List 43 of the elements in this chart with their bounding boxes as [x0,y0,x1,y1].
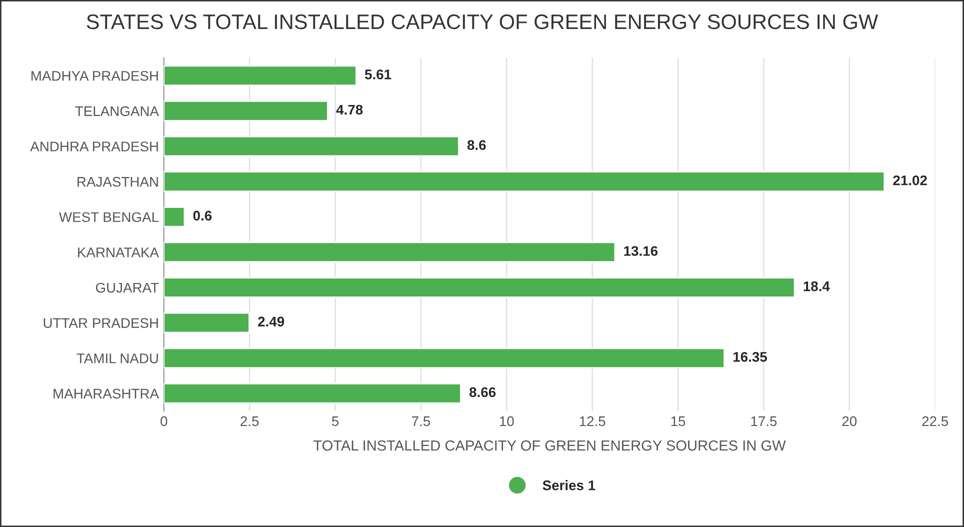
bar [164,171,886,192]
data-label: 2.49 [258,316,284,327]
bar [164,348,725,368]
bar [164,100,328,122]
data-label: 5.61 [364,70,392,80]
data-label: 4.78 [336,104,363,115]
x-tick-label: 20 [842,416,857,426]
y-tick-label: UTTAR PRADESH [44,318,158,328]
data-label: 0.6 [193,210,212,221]
y-tick-label: ANDHRA PRADESH [30,142,158,152]
x-tick-label: 22.5 [922,416,948,426]
bar [164,136,460,157]
chart-title: STATES VS TOTAL INSTALLED CAPACITY OF GREEN ENERGY SOURCES IN GW [86,14,878,30]
bar [164,312,250,334]
y-tick-label: MAHARASHTRA [54,388,159,399]
data-label: 13.16 [624,246,658,256]
data-label: 21.02 [893,175,927,186]
y-tick-label: MADHYA PRADESH [32,70,158,81]
y-tick-label: TAMIL NADU [76,354,158,364]
data-label: 16.35 [733,352,767,362]
x-tick-label: 10 [500,416,514,426]
y-tick-label: KARNATAKA [78,248,159,258]
x-tick-label: 15 [671,416,686,426]
bar [164,383,462,404]
x-tick-label: 2.5 [240,416,259,426]
bar [164,206,186,228]
y-tick-label: RAJASTHAN [78,176,158,187]
x-tick-label: 17.5 [751,416,777,426]
bar [164,65,357,86]
legend-label: Series 1 [542,480,596,490]
data-label: 18.4 [804,281,830,292]
bar [164,277,796,298]
x-tick-label: 0 [160,416,168,426]
y-tick-label: GUJARAT [96,282,159,293]
y-tick-label: WEST BENGAL [58,212,159,222]
x-tick-label: 12.5 [580,416,606,426]
x-tick-label: 5 [332,416,339,426]
bar [164,242,616,263]
data-label: 8.66 [469,387,496,398]
data-label: 8.6 [467,140,486,150]
x-axis-title: TOTAL INSTALLED CAPACITY OF GREEN ENERGY SOURCES IN GW [313,440,786,451]
y-tick-label: TELANGANA [75,106,159,116]
x-tick-label: 7.5 [412,416,430,426]
